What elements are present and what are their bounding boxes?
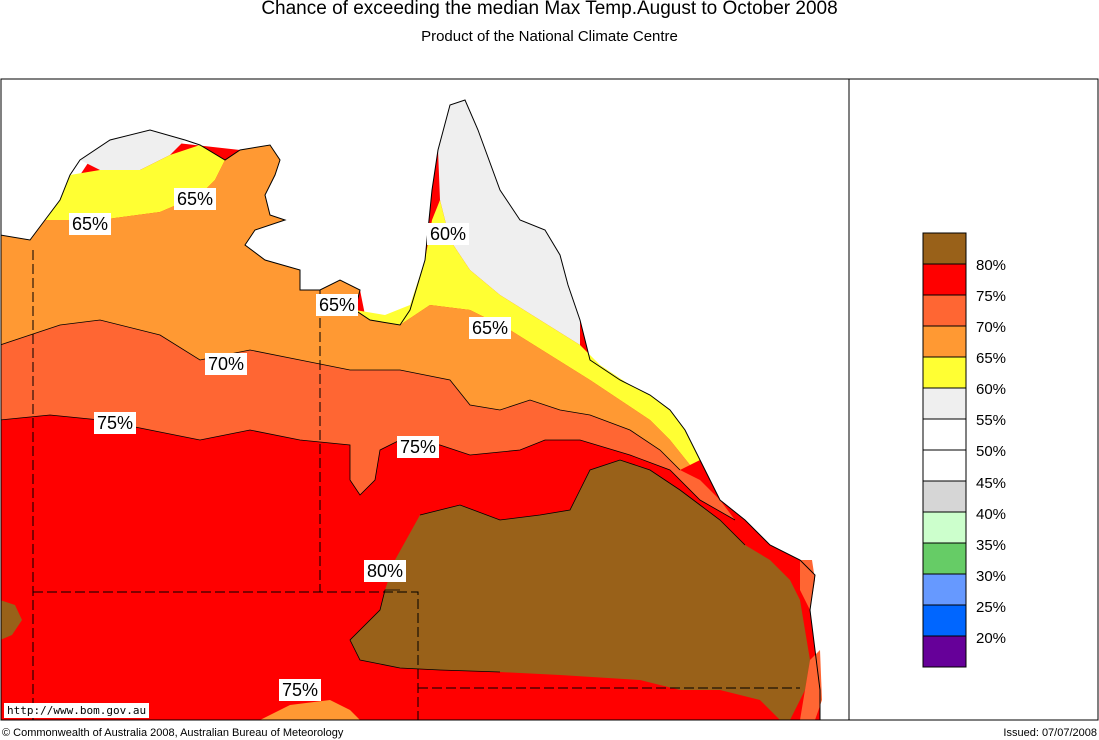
legend-swatch bbox=[922, 449, 967, 482]
map-title: Chance of exceeding the median Max Temp.… bbox=[261, 0, 838, 19]
bom-url-link[interactable]: http://www.bom.gov.au bbox=[4, 703, 150, 718]
legend-swatch bbox=[922, 232, 967, 265]
land-region-80-west bbox=[1, 600, 22, 640]
legend-label-40: 40% bbox=[976, 506, 1007, 523]
legend-label-25: 25% bbox=[976, 599, 1007, 616]
legend-swatch bbox=[922, 635, 967, 668]
land-region-75-south bbox=[260, 700, 360, 720]
map-label-75-east: 75% bbox=[397, 436, 440, 458]
map-label-75-west: 75% bbox=[94, 412, 137, 434]
legend-frame bbox=[848, 78, 1099, 721]
land-region-60-cape bbox=[355, 200, 700, 465]
legend-swatches bbox=[922, 232, 967, 668]
land-region-55-top-end bbox=[80, 130, 185, 170]
legend-swatch bbox=[922, 542, 967, 575]
legend-swatch bbox=[922, 294, 967, 327]
legend-swatch bbox=[922, 325, 967, 358]
map-label-65-gulf: 65% bbox=[316, 294, 359, 316]
legend-swatch bbox=[922, 263, 967, 296]
land-region-70-se bbox=[800, 650, 822, 720]
coastline bbox=[1, 99, 821, 720]
legend-label-50: 50% bbox=[976, 443, 1007, 460]
legend-swatch bbox=[922, 387, 967, 420]
legend-label-70: 70% bbox=[976, 319, 1007, 336]
legend-swatch bbox=[922, 511, 967, 544]
legend-swatch bbox=[922, 356, 967, 389]
legend-swatch bbox=[922, 573, 967, 606]
legend-label-55: 55% bbox=[976, 412, 1007, 429]
map-label-80: 80% bbox=[364, 560, 407, 582]
map-subtitle: Product of the National Climate Centre bbox=[421, 28, 678, 45]
map-label-75-south: 75% bbox=[279, 679, 322, 701]
contour-lines bbox=[1, 319, 746, 673]
legend-label-80: 80% bbox=[976, 257, 1007, 274]
legend-swatch bbox=[922, 604, 967, 637]
legend-label-30: 30% bbox=[976, 568, 1007, 585]
legend-label-75: 75% bbox=[976, 288, 1007, 305]
land-region-55 bbox=[438, 100, 580, 345]
map-label-70: 70% bbox=[205, 353, 248, 375]
legend-swatch bbox=[922, 418, 967, 451]
land-region-70-coast bbox=[800, 560, 815, 610]
legend-swatch bbox=[922, 480, 967, 513]
land-region-80 bbox=[350, 460, 810, 720]
legend-label-45: 45% bbox=[976, 475, 1007, 492]
copyright-notice: © Commonwealth of Australia 2008, Austra… bbox=[2, 727, 344, 739]
map-label-60-cape: 60% bbox=[427, 223, 470, 245]
map-label-65-west: 65% bbox=[69, 213, 112, 235]
legend-label-65: 65% bbox=[976, 350, 1007, 367]
map-label-65-east: 65% bbox=[469, 317, 512, 339]
legend-label-35: 35% bbox=[976, 537, 1007, 554]
legend-label-20: 20% bbox=[976, 630, 1007, 647]
legend-label-60: 60% bbox=[976, 381, 1007, 398]
map-label-65-top-end: 65% bbox=[174, 188, 217, 210]
land-region-70 bbox=[1, 320, 735, 520]
issued-date: Issued: 07/07/2008 bbox=[1003, 727, 1097, 739]
